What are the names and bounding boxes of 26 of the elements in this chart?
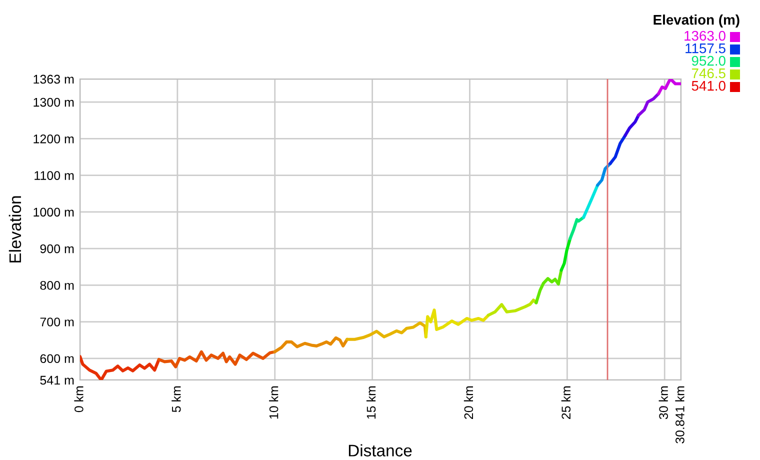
x-tick-label: 20 km <box>464 386 474 419</box>
y-tick-label: 1100 m <box>34 171 74 180</box>
color-bar-label: 746.5 <box>692 68 726 78</box>
y-tick-label: 541 m <box>40 376 74 385</box>
color-bar-label: 1157.5 <box>686 44 726 54</box>
x-tick-label: 15 km <box>366 386 376 419</box>
x-tick-label: 25 km <box>561 386 571 419</box>
x-axis-title: Distance <box>348 444 412 456</box>
y-axis-title: Elevation <box>8 196 22 262</box>
x-tick-label: 30 km <box>658 386 668 420</box>
color-bar-label: 952.0 <box>692 56 726 66</box>
x-tick-label: 10 km <box>269 386 278 419</box>
y-tick-label: 1000 m <box>34 208 74 217</box>
y-tick-label: 800 m <box>40 280 74 290</box>
x-tick-label: 5 km <box>172 386 181 412</box>
y-tick-label: 700 m <box>40 318 74 326</box>
y-tick-label: 1200 m <box>34 134 74 144</box>
y-tick-label: 900 m <box>40 244 74 254</box>
y-tick-label: 1363 m <box>34 74 74 84</box>
y-tick-label: 1300 m <box>34 98 74 107</box>
x-tick-label: 0 km <box>74 386 84 412</box>
color-bar-title: Elevation (m) <box>654 14 740 28</box>
y-tick-label: 600 m <box>40 354 74 364</box>
color-bar-label: 541.0 <box>692 80 726 91</box>
color-bar-label: 1363.0 <box>684 30 726 41</box>
x-tick-label: 30.841 km <box>675 386 684 444</box>
